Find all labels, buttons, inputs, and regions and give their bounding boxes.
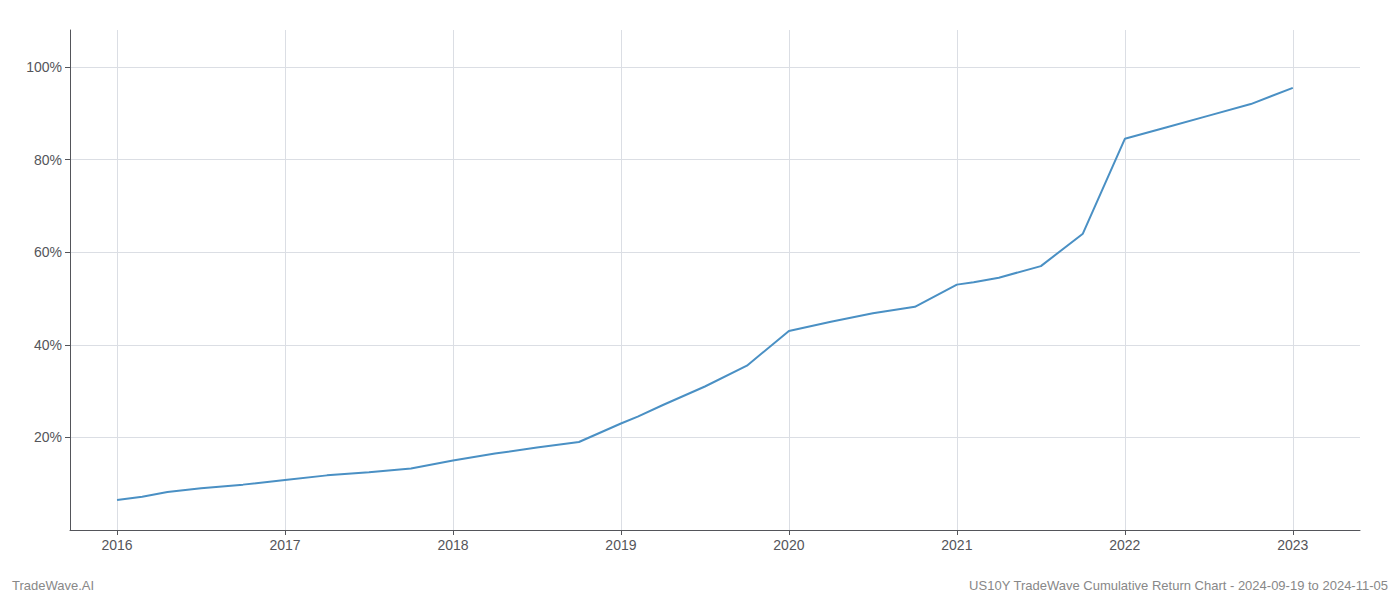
svg-text:2022: 2022 [1109,537,1140,553]
svg-text:2021: 2021 [941,537,972,553]
svg-text:US10Y TradeWave Cumulative Ret: US10Y TradeWave Cumulative Return Chart … [969,578,1388,593]
svg-text:2023: 2023 [1277,537,1308,553]
svg-text:2019: 2019 [605,537,636,553]
svg-text:2020: 2020 [773,537,804,553]
svg-text:2018: 2018 [437,537,468,553]
svg-text:2017: 2017 [269,537,300,553]
svg-text:2016: 2016 [101,537,132,553]
svg-text:80%: 80% [34,152,62,168]
svg-text:40%: 40% [34,337,62,353]
svg-text:60%: 60% [34,244,62,260]
svg-text:TradeWave.AI: TradeWave.AI [12,578,94,593]
svg-text:100%: 100% [26,59,62,75]
svg-text:20%: 20% [34,429,62,445]
